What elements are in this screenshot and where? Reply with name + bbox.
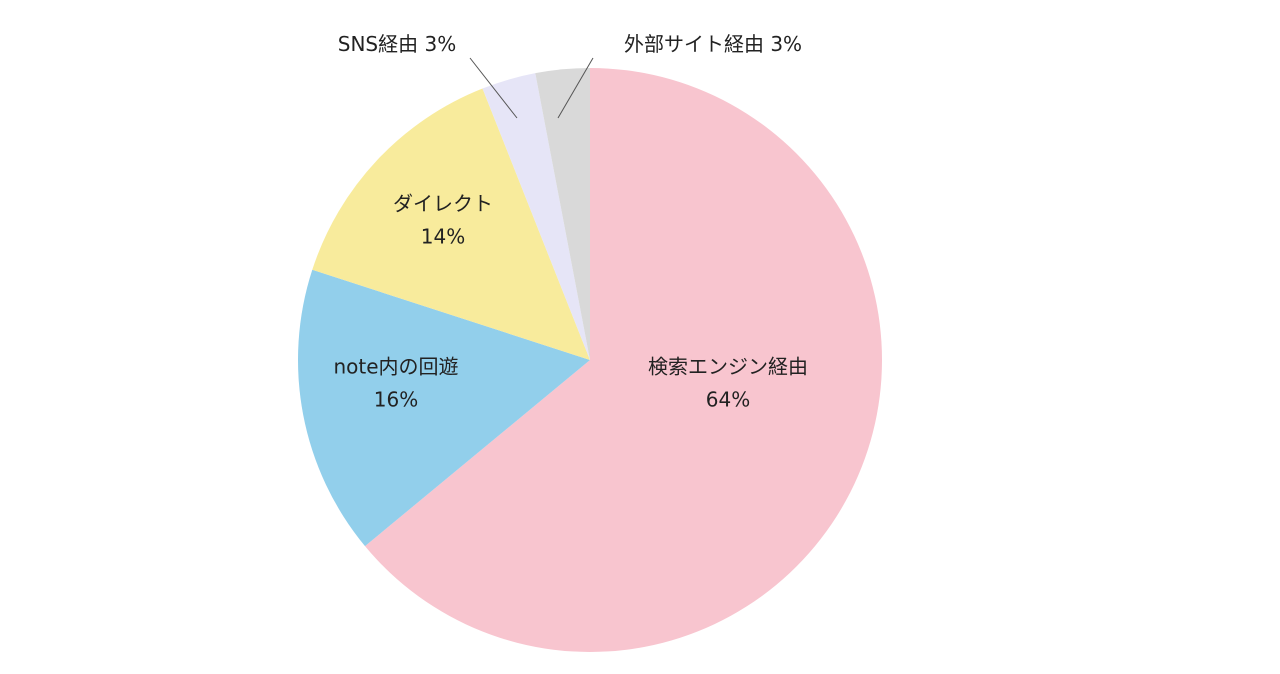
slice-label: ダイレクト — [393, 192, 493, 216]
pie-slice — [298, 269, 590, 547]
slice-label: 外部サイト経由 3% — [624, 32, 802, 56]
slice-label: 検索エンジン経由 — [648, 355, 808, 379]
value-label: 3% — [424, 32, 456, 56]
pie-slice — [482, 73, 590, 360]
category-label: 外部サイト経由 — [624, 32, 764, 56]
slice-label: SNS経由 3% — [338, 32, 456, 56]
value-label: 64% — [706, 388, 750, 412]
value-label: 3% — [770, 32, 802, 56]
category-label: SNS経由 — [338, 32, 418, 56]
pie-slice — [365, 68, 882, 653]
value-label: 14% — [421, 225, 465, 249]
leader-line — [469, 57, 518, 119]
leader-line — [557, 57, 594, 119]
value-label: 16% — [374, 388, 418, 412]
pie-slice — [312, 88, 590, 361]
slice-label: note内の回遊 — [333, 355, 458, 379]
pie-slice — [535, 68, 590, 360]
